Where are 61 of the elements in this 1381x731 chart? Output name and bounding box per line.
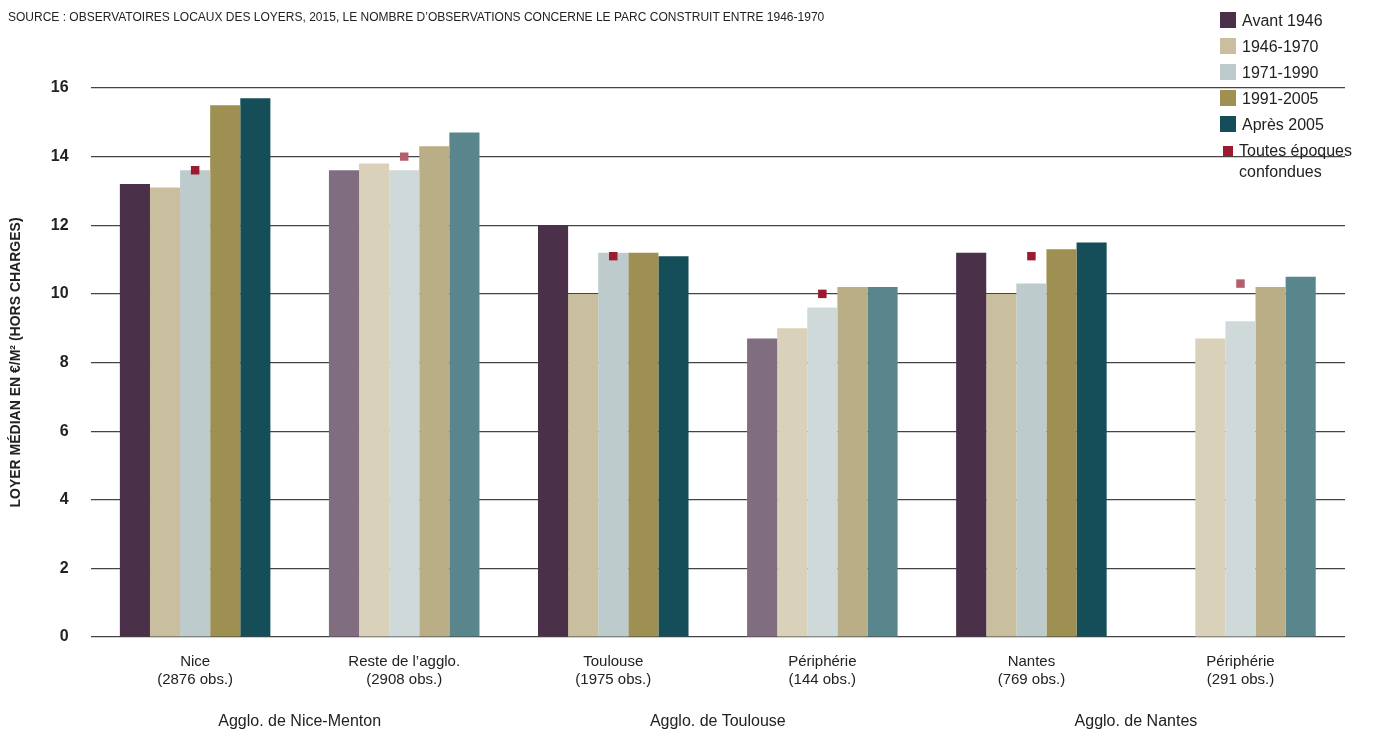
y-tick-label: 8 <box>59 352 69 370</box>
y-tick-label: 14 <box>50 147 69 165</box>
legend-label: Avant 1946 <box>1242 11 1324 31</box>
point <box>609 251 618 261</box>
x-tick-label: Nantes (769 obs.) <box>997 652 1066 688</box>
bar <box>568 293 599 637</box>
bar <box>658 256 689 637</box>
bar <box>359 163 390 637</box>
point <box>1236 279 1245 288</box>
y-tick-label: 16 <box>50 78 69 96</box>
x-tick-label: Toulouse (1975 obs.) <box>575 652 652 688</box>
x-tick-label: Périphérie (144 obs.) <box>788 652 857 688</box>
text: Agglo. de Toulouse <box>649 712 786 729</box>
point <box>190 166 200 175</box>
y-tick-label: 6 <box>59 421 69 439</box>
y-axis-title: LOYER MÉDIAN EN €/M² (HORS CHARGES) <box>7 217 24 508</box>
bar <box>1016 283 1047 637</box>
y-tick-label: 10 <box>50 284 69 302</box>
bar <box>1225 321 1256 637</box>
bar <box>119 184 150 637</box>
bar <box>986 293 1017 637</box>
legend-label: 1991-2005 <box>1242 89 1320 109</box>
y-tick-label: 4 <box>59 490 69 508</box>
bar <box>149 187 181 637</box>
point <box>399 152 409 161</box>
bar <box>837 287 868 637</box>
bar <box>1046 249 1077 637</box>
bar <box>628 252 659 637</box>
legend-label: Après 2005 <box>1242 115 1325 135</box>
bar <box>328 170 360 637</box>
y-tick-label: 0 <box>59 627 69 645</box>
bar <box>538 225 569 637</box>
bar <box>1195 338 1226 637</box>
bar <box>210 105 241 637</box>
bar <box>867 287 898 637</box>
legend-label: 1946-1970 <box>1242 37 1320 57</box>
text: Agglo. de Nice-Menton <box>218 712 382 729</box>
chart-subtitle: SOURCE : OBSERVATOIRES LOCAUX DES LOYERS, 2015, LE NOMBRE D’OBSERVATIONS CONCERNE LE PARC CONSTRUIT ENTRE 1946-1970 <box>8 10 825 24</box>
bar <box>956 252 987 637</box>
point <box>1027 251 1036 261</box>
x-tick-label: Périphérie (291 obs.) <box>1206 652 1275 688</box>
bar <box>389 170 420 637</box>
bar <box>449 132 480 637</box>
bar <box>240 98 271 637</box>
bar <box>419 146 450 637</box>
bar <box>180 170 211 637</box>
bar <box>747 338 778 637</box>
bar <box>1255 287 1286 637</box>
bar <box>1285 276 1316 637</box>
x-tick-label: Reste de l’agglo. (2908 obs.) <box>348 652 461 688</box>
bar <box>1076 242 1107 637</box>
x-tick-label: Nice (2876 obs.) <box>157 652 234 688</box>
text: Agglo. de Nantes <box>1074 712 1198 729</box>
bar <box>598 252 629 637</box>
bar <box>777 328 808 637</box>
point <box>818 289 827 299</box>
legend-label: Toutes époques confondues <box>1239 141 1353 182</box>
bar <box>807 307 838 637</box>
legend-label: 1971-1990 <box>1242 63 1320 83</box>
y-tick-label: 2 <box>59 558 69 576</box>
y-tick-label: 12 <box>50 215 69 233</box>
